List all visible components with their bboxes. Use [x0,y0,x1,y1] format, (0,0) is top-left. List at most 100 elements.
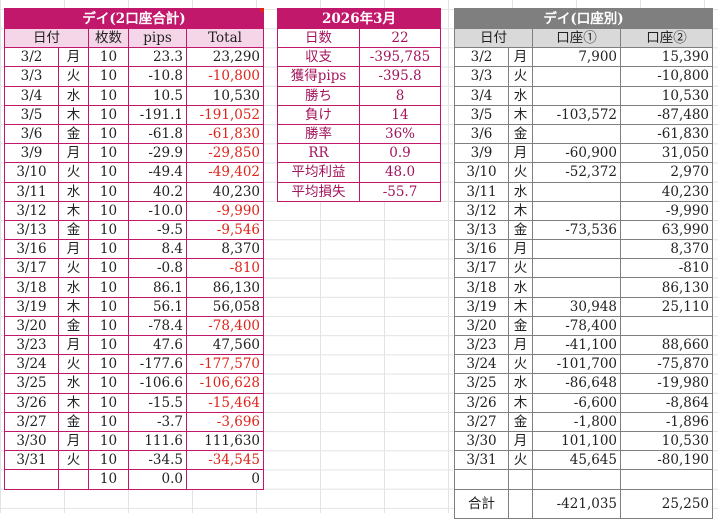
date-cell: 3/19 [4,296,59,317]
account-1-cell [532,239,621,260]
weekday-cell: 火 [508,450,533,471]
table-row: 3/3 火 10 -10.8 -10,800 [4,66,265,87]
weekday-cell [58,469,89,490]
total-cell: 40,230 [185,181,265,202]
total-cell: -810 [185,258,265,279]
table-row: 3/11 水 10 40.2 40,230 [4,181,265,202]
header-account-1: 口座① [532,27,621,49]
date-cell: 3/3 [4,66,59,87]
table-row: 3/16 月 10 8.4 8,370 [4,239,265,260]
lots-cell: 10 [88,450,129,471]
table-row: 3/31 火 10 -34.5 -34,545 [4,450,265,471]
date-cell: 3/9 [454,143,509,164]
summary-label: 平均損失 [277,181,360,202]
table-row: 3/13 金 -73,536 63,990 [454,219,714,241]
total-cell: 47,560 [185,334,265,356]
table-row: 3/2 月 7,900 15,390 [454,47,714,68]
pips-cell: -49.4 [128,162,187,183]
account-2-cell: 63,990 [619,219,714,241]
lots-cell: 10 [88,104,129,125]
date-cell: 3/26 [454,392,509,413]
account-1-cell [532,200,621,221]
date-cell: 3/25 [4,373,59,394]
date-cell: 3/24 [4,354,59,375]
date-cell: 3/18 [454,277,509,298]
table-row: 負け 14 [277,104,441,125]
weekday-cell: 月 [508,430,533,452]
date-cell [454,469,509,490]
weekday-cell: 月 [508,334,533,356]
table-row: 3/23 月 -41,100 88,660 [454,334,714,356]
table-row: 3/20 金 10 -78.4 -78,400 [4,315,265,337]
total-cell: -29,850 [185,143,265,164]
summary-value: 14 [359,104,441,125]
weekday-cell: 水 [508,181,533,202]
lots-cell: 10 [88,85,129,106]
weekday-cell: 月 [58,239,89,260]
table-row: 平均損失 -55.7 [277,181,441,202]
date-cell: 3/2 [454,47,509,68]
weekday-cell: 月 [508,239,533,260]
table-row: 勝率 36% [277,123,441,145]
monthly-summary-table: 2026年3月 日数 22 収支 -395,785 獲得pips -395.8 勝ち 8 負け 1… [277,8,441,202]
weekday-cell: 金 [508,123,533,145]
table-row: 3/18 水 10 86.1 86,130 [4,277,265,298]
table-row: 3/17 火 -810 [454,258,714,279]
lots-cell: 10 [88,354,129,375]
summary-title: 2026年3月 [277,8,441,29]
account-2-cell: 40,230 [619,181,714,202]
date-cell: 3/26 [4,392,59,413]
date-cell: 3/16 [454,239,509,260]
table-row: 収支 -395,785 [277,47,441,68]
pips-cell: -177.6 [128,354,187,375]
table-row: 勝ち 8 [277,85,441,106]
lots-cell: 10 [88,66,129,87]
lots-cell: 10 [88,219,129,241]
table-row: 3/27 金 -1,800 -1,896 [454,411,714,432]
date-cell: 3/4 [4,85,59,106]
pips-cell: -34.5 [128,450,187,471]
weekday-cell: 金 [508,411,533,432]
account-2-cell: 86,130 [619,277,714,298]
table-row: 3/31 火 45,645 -80,190 [454,450,714,471]
date-cell: 3/27 [454,411,509,432]
weekday-cell: 木 [58,296,89,317]
date-cell: 3/24 [454,354,509,375]
table-row: 3/10 火 10 -49.4 -49,402 [4,162,265,183]
weekday-cell: 月 [58,430,89,452]
date-cell: 3/25 [454,373,509,394]
table-row: 10 0.0 0 [4,469,265,490]
account-2-cell [619,315,714,337]
total-cell: 111,630 [185,430,265,452]
total-cell: -3,696 [185,411,265,432]
summary-value: -55.7 [359,181,441,202]
weekday-cell: 金 [58,411,89,432]
daily-total-table: デイ(2口座合計) 日付 枚数 pips Total 3/2 月 10 23.3 23,… [3,8,265,490]
date-cell: 3/30 [454,430,509,452]
date-cell: 3/31 [4,450,59,471]
date-cell: 3/18 [4,277,59,298]
account-1-cell [532,66,621,87]
table-row: 日数 22 [277,27,441,49]
account-1-cell: 7,900 [532,47,621,68]
summary-label: 負け [277,104,360,125]
date-cell: 3/30 [4,430,59,452]
pips-cell: -15.5 [128,392,187,413]
weekday-cell: 火 [58,354,89,375]
total-cell: 0 [185,469,265,490]
summary-value: -395.8 [359,66,441,87]
table-row: 3/12 木 10 -10.0 -9,990 [4,200,265,221]
date-cell: 3/13 [4,219,59,241]
lots-cell: 10 [88,258,129,279]
account-1-cell: -101,700 [532,354,621,375]
date-cell: 3/4 [454,85,509,106]
account-2-cell: -87,480 [619,104,714,125]
weekday-cell: 火 [508,354,533,375]
weekday-cell: 金 [58,123,89,145]
total-cell: -191,052 [185,104,265,125]
date-cell: 3/9 [4,143,59,164]
total-cell: -9,546 [185,219,265,241]
pips-cell: -29.9 [128,143,187,164]
summary-value: 36% [359,123,441,145]
comment-marker [260,8,264,12]
